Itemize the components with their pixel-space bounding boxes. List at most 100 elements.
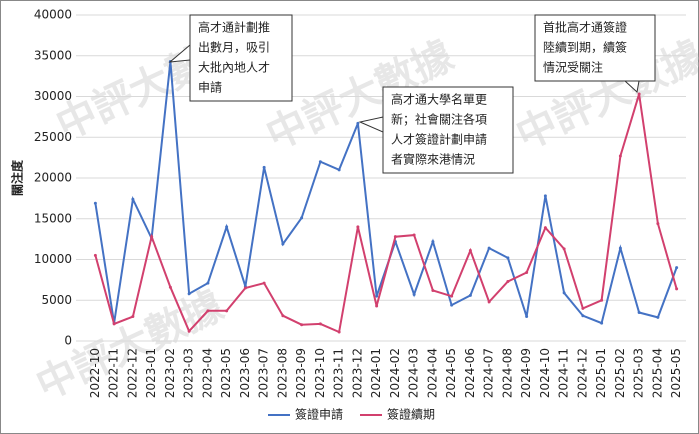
x-tick-label: 2023-04 (200, 348, 214, 398)
data-point (225, 309, 229, 313)
data-point (675, 266, 679, 270)
x-tick-label: 2024-07 (482, 348, 496, 398)
data-point (581, 306, 585, 310)
data-point (131, 315, 135, 319)
y-axis-label: 關注度 (10, 159, 25, 196)
data-point (637, 310, 641, 314)
data-point (543, 226, 547, 230)
y-tick-label: 10000 (34, 252, 72, 266)
x-tick-label: 2023-07 (257, 348, 271, 398)
x-tick-label: 2024-11 (557, 348, 571, 398)
data-point (600, 321, 604, 325)
annotation-line: 情況受關注 (543, 60, 603, 75)
data-point (225, 225, 229, 229)
x-tick-label: 2024-04 (425, 348, 439, 398)
callout-box (382, 86, 514, 174)
data-point (281, 242, 285, 246)
data-point (637, 92, 641, 96)
callout-tail (358, 116, 384, 133)
x-tick-label: 2025-01 (594, 348, 608, 398)
x-tick-label: 2023-01 (144, 348, 158, 398)
data-point (450, 303, 454, 307)
data-point (506, 280, 510, 284)
data-point (243, 286, 247, 290)
x-tick-label: 2024-09 (519, 348, 533, 398)
data-point (356, 225, 360, 229)
data-point (581, 314, 585, 318)
annotation-line: 高才通計劃推 (198, 20, 270, 35)
x-tick-label: 2023-06 (238, 348, 252, 398)
y-tick-label: 15000 (34, 211, 72, 225)
x-tick-label: 2025-04 (650, 348, 664, 398)
data-point (450, 294, 454, 298)
data-point (206, 281, 210, 285)
annotation-line: 者實際來港情況 (391, 152, 475, 167)
x-tick-label: 2024-10 (538, 348, 552, 398)
data-point (656, 315, 660, 319)
data-point (412, 233, 416, 237)
callout-tail (168, 44, 191, 63)
x-tick-label: 2023-02 (163, 348, 177, 398)
x-tick-label: 2023-03 (182, 348, 196, 398)
x-tick-label: 2023-11 (332, 348, 346, 398)
annotation-line: 大批內地人才 (198, 60, 270, 75)
callout-box (534, 14, 656, 82)
data-point (300, 323, 304, 327)
data-point (356, 121, 360, 125)
y-tick-label: 25000 (34, 130, 72, 144)
data-point (431, 288, 435, 292)
x-tick-label: 2023-08 (275, 348, 289, 398)
data-point (675, 287, 679, 291)
data-point (412, 293, 416, 297)
data-point (618, 246, 622, 250)
legend-label: 簽證申請 (295, 407, 343, 422)
annotation-line: 出數月，吸引 (198, 41, 270, 55)
callout-tail (624, 80, 640, 93)
data-point (112, 322, 116, 326)
data-point (93, 253, 97, 257)
data-point (506, 256, 510, 260)
x-tick-label: 2022-10 (88, 348, 102, 398)
data-point (318, 160, 322, 164)
data-point (487, 300, 491, 304)
legend-label: 簽證續期 (387, 407, 435, 422)
y-tick-label: 0 (64, 334, 72, 348)
data-point (318, 322, 322, 326)
data-point (393, 235, 397, 239)
x-tick-label: 2023-05 (219, 348, 233, 398)
x-tick-label: 2022-11 (107, 348, 121, 398)
x-tick-label: 2022-12 (125, 348, 139, 398)
x-tick-label: 2025-03 (632, 348, 646, 398)
data-point (337, 168, 341, 172)
x-tick-label: 2024-08 (500, 348, 514, 398)
data-point (187, 329, 191, 333)
data-point (187, 292, 191, 296)
data-point (150, 235, 154, 239)
annotation-line: 高才通大學名單更 (391, 92, 487, 107)
data-point (206, 309, 210, 313)
y-tick-label: 20000 (34, 171, 72, 185)
x-tick-label: 2023-09 (294, 348, 308, 398)
x-tick-label: 2025-02 (613, 348, 627, 398)
data-point (468, 293, 472, 297)
x-tick-label: 2024-01 (369, 348, 383, 398)
data-point (262, 165, 266, 169)
series-line (94, 93, 678, 334)
x-tick-label: 2024-06 (463, 348, 477, 398)
annotation-line: 新；社會關注各項 (391, 112, 487, 127)
data-point (525, 315, 529, 319)
data-point (262, 281, 266, 285)
data-point (562, 247, 566, 251)
data-point (468, 249, 472, 253)
y-tick-label: 40000 (34, 8, 72, 22)
y-tick-label: 35000 (34, 48, 72, 62)
x-tick-label: 2024-05 (444, 348, 458, 398)
x-tick-label: 2023-10 (313, 348, 327, 398)
data-point (431, 240, 435, 244)
annotation-line: 人才簽證計劃申請 (391, 132, 487, 147)
data-point (600, 298, 604, 302)
annotation-line: 陸續到期，續簽 (543, 40, 627, 55)
y-tick-label: 5000 (41, 293, 72, 307)
data-point (93, 201, 97, 205)
